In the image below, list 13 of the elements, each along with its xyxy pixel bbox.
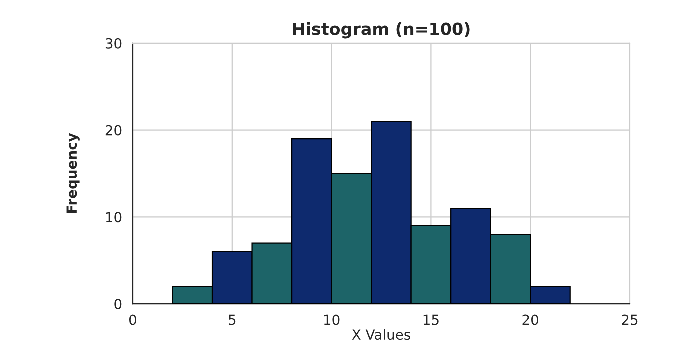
x-tick-label: 10 [324,314,340,326]
y-tick-label: 30 [106,38,122,49]
y-tick-label: 10 [106,212,122,223]
chart-title: Histogram (n=100) [293,22,470,39]
x-axis-title: X Values [352,329,410,340]
y-axis-title: Frequency [66,133,80,214]
x-tick-label: 20 [522,314,539,326]
y-tick-label: 20 [106,125,122,136]
x-tick-label: 0 [129,314,136,326]
x-tick-label: 5 [229,314,236,326]
x-tick-label: 15 [424,314,439,326]
x-tick-label: 25 [622,314,638,326]
y-tick-label: 0 [114,299,122,310]
